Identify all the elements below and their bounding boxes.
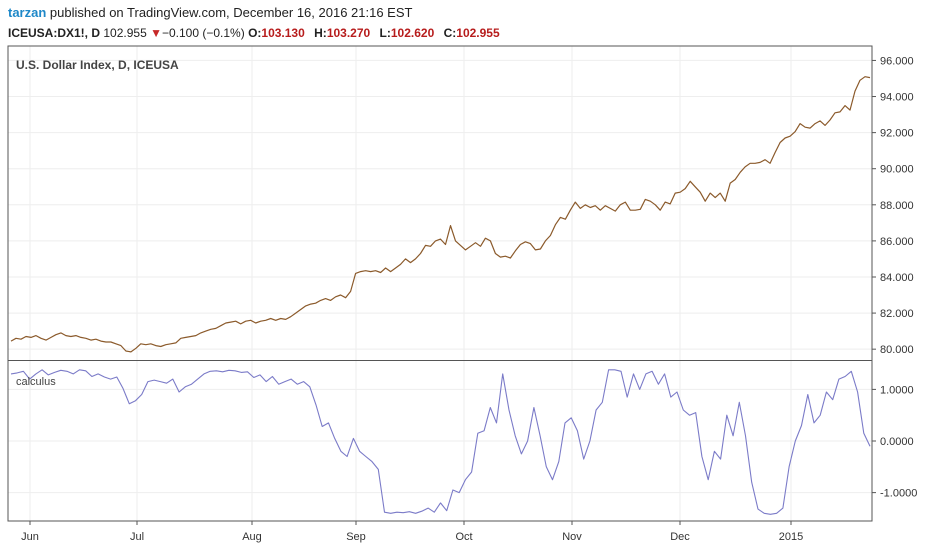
indicator-pane-title: calculus xyxy=(16,376,56,388)
price-tick-label: 84.000 xyxy=(880,272,914,284)
price-tick-label: 96.000 xyxy=(880,55,914,67)
time-tick-label: Oct xyxy=(455,531,472,543)
price-tick-label: 90.000 xyxy=(880,164,914,176)
time-tick-label: Sep xyxy=(346,531,366,543)
price-tick-label: 92.000 xyxy=(880,128,914,140)
close-value: 102.955 xyxy=(456,26,500,40)
price-series-line[interactable] xyxy=(10,76,871,353)
price-pane-title: U.S. Dollar Index, D, ICEUSA xyxy=(16,58,179,72)
price-tick-label: 86.000 xyxy=(880,236,914,248)
open-label: O: xyxy=(248,26,262,40)
low-value: 102.620 xyxy=(390,26,435,40)
down-arrow-icon: ▼ xyxy=(150,26,162,40)
time-tick-label: Nov xyxy=(562,531,582,543)
indicator-tick-label: -1.0000 xyxy=(880,488,917,500)
open-value: 103.130 xyxy=(261,26,305,40)
time-tick-label: Jul xyxy=(130,531,144,543)
high-value: 103.270 xyxy=(326,26,371,40)
price-tick-label: 88.000 xyxy=(880,200,914,212)
time-tick-label: Jun xyxy=(21,531,39,543)
calculus-series-line[interactable] xyxy=(10,369,871,515)
time-tick-label: Aug xyxy=(242,531,262,543)
price-tick-label: 82.000 xyxy=(880,308,914,320)
time-tick-label: 2015 xyxy=(779,531,803,543)
last-price: 102.955 xyxy=(103,26,147,40)
author-link[interactable]: tarzan xyxy=(8,5,47,20)
indicator-tick-label: 0.0000 xyxy=(880,436,914,448)
chart-header: tarzan published on TradingView.com, Dec… xyxy=(8,4,924,42)
price-tick-label: 94.000 xyxy=(880,92,914,104)
indicator-tick-label: 1.0000 xyxy=(880,384,914,396)
publish-info: published on TradingView.com, December 1… xyxy=(49,5,413,20)
time-tick-label: Dec xyxy=(670,531,690,543)
high-label: H: xyxy=(314,26,327,40)
symbol-label[interactable]: ICEUSA:DX1!, D xyxy=(8,26,101,40)
price-tick-label: 80.000 xyxy=(880,344,914,356)
plot-frame xyxy=(7,45,873,522)
close-label: C: xyxy=(443,26,457,40)
low-label: L: xyxy=(379,26,391,40)
publish-line: tarzan published on TradingView.com, Dec… xyxy=(8,4,924,22)
ohlc-line: ICEUSA:DX1!, D 102.955 ▼−0.100 (−0.1%) O… xyxy=(8,24,924,42)
price-change: −0.100 (−0.1%) xyxy=(161,26,245,40)
